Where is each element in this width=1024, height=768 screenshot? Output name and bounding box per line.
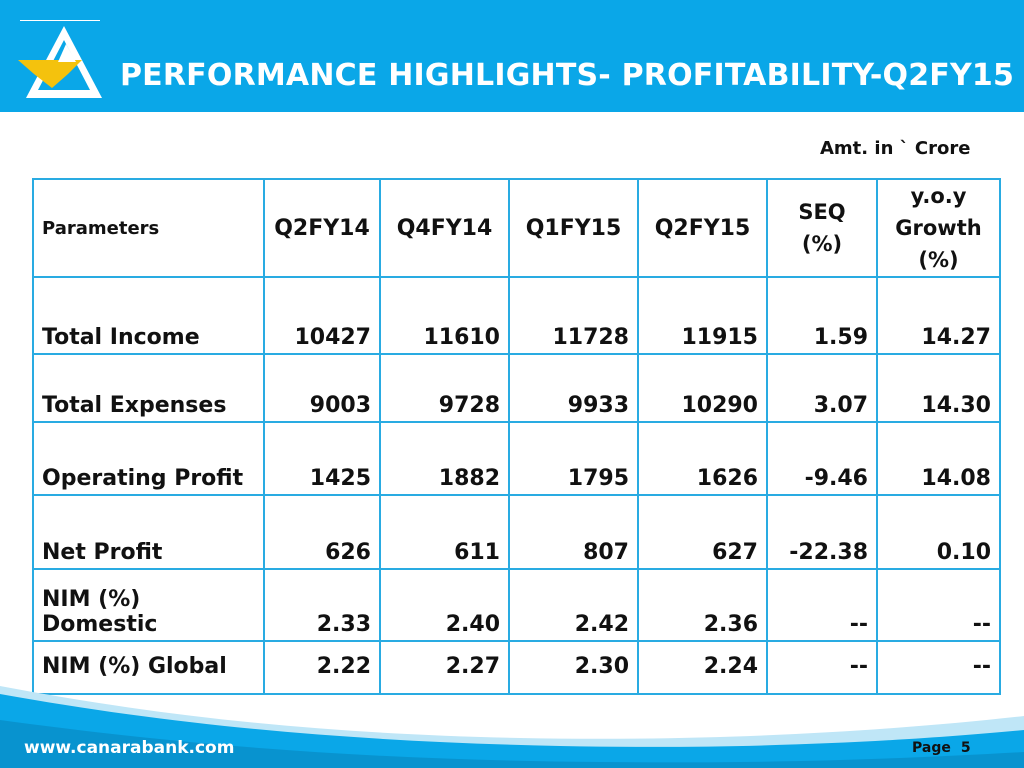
header-yoy-line2: Growth bbox=[895, 216, 982, 240]
footer-page-number: Page 5 bbox=[912, 740, 971, 756]
cell-yoy: 14.30 bbox=[876, 353, 1001, 423]
cell-q1fy15: 11728 bbox=[508, 276, 639, 355]
cell-parameter: Total Income bbox=[32, 276, 265, 355]
cell-q4fy14: 611 bbox=[379, 494, 510, 570]
cell-parameter: NIM (%) Domestic bbox=[32, 568, 265, 642]
cell-q2fy14: 1425 bbox=[263, 421, 381, 496]
cell-q2fy14: 2.22 bbox=[263, 640, 381, 695]
cell-seq: -9.46 bbox=[766, 421, 878, 496]
table-row: Operating Profit 1425 1882 1795 1626 -9.… bbox=[32, 421, 1001, 496]
cell-q1fy15: 807 bbox=[508, 494, 639, 570]
header-seq-line2: (%) bbox=[801, 232, 843, 256]
cell-q2fy15: 1626 bbox=[637, 421, 768, 496]
header-yoy-line3: (%) bbox=[918, 248, 959, 272]
page-title: PERFORMANCE HIGHLIGHTS- PROFITABILITY-Q2… bbox=[120, 58, 1015, 93]
footer-wave-decoration bbox=[0, 686, 1024, 768]
cell-parameter: Operating Profit bbox=[32, 421, 265, 496]
page-number: 5 bbox=[960, 740, 971, 756]
table-header-row: Parameters Q2FY14 Q4FY14 Q1FY15 Q2FY15 S… bbox=[32, 178, 1001, 278]
header-divider bbox=[20, 20, 100, 21]
canara-bank-logo-icon bbox=[18, 26, 102, 98]
cell-yoy: -- bbox=[876, 640, 1001, 695]
header-q1fy15: Q1FY15 bbox=[508, 178, 639, 278]
header-seq: SEQ (%) bbox=[766, 178, 878, 278]
table-row: Net Profit 626 611 807 627 -22.38 0.10 bbox=[32, 494, 1001, 570]
cell-yoy: 0.10 bbox=[876, 494, 1001, 570]
header-q2fy15: Q2FY15 bbox=[637, 178, 768, 278]
cell-seq: 1.59 bbox=[766, 276, 878, 355]
cell-q1fy15: 2.42 bbox=[508, 568, 639, 642]
cell-yoy: 14.08 bbox=[876, 421, 1001, 496]
cell-parameter: NIM (%) Global bbox=[32, 640, 265, 695]
table-row: NIM (%) Domestic 2.33 2.40 2.42 2.36 -- … bbox=[32, 568, 1001, 642]
cell-q4fy14: 9728 bbox=[379, 353, 510, 423]
cell-parameter: Net Profit bbox=[32, 494, 265, 570]
header-yoy-line1: y.o.y bbox=[910, 184, 967, 208]
cell-seq: 3.07 bbox=[766, 353, 878, 423]
cell-q2fy15: 10290 bbox=[637, 353, 768, 423]
cell-q2fy15: 2.36 bbox=[637, 568, 768, 642]
page-label: Page bbox=[912, 740, 951, 756]
cell-q2fy15: 2.24 bbox=[637, 640, 768, 695]
cell-q2fy14: 626 bbox=[263, 494, 381, 570]
table-row: NIM (%) Global 2.22 2.27 2.30 2.24 -- -- bbox=[32, 640, 1001, 695]
cell-parameter: Total Expenses bbox=[32, 353, 265, 423]
cell-q1fy15: 2.30 bbox=[508, 640, 639, 695]
cell-seq: -- bbox=[766, 568, 878, 642]
cell-q2fy14: 9003 bbox=[263, 353, 381, 423]
cell-yoy: 14.27 bbox=[876, 276, 1001, 355]
header-parameters: Parameters bbox=[32, 178, 265, 278]
cell-yoy: -- bbox=[876, 568, 1001, 642]
header-q2fy14: Q2FY14 bbox=[263, 178, 381, 278]
header-q4fy14: Q4FY14 bbox=[379, 178, 510, 278]
amount-unit-note: Amt. in ` Crore bbox=[820, 138, 971, 159]
table-row: Total Income 10427 11610 11728 11915 1.5… bbox=[32, 276, 1001, 355]
cell-seq: -- bbox=[766, 640, 878, 695]
cell-q2fy14: 2.33 bbox=[263, 568, 381, 642]
header-seq-line1: SEQ bbox=[798, 200, 846, 224]
header-yoy: y.o.y Growth (%) bbox=[876, 178, 1001, 278]
footer-website-link[interactable]: www.canarabank.com bbox=[24, 738, 235, 758]
cell-q2fy15: 11915 bbox=[637, 276, 768, 355]
cell-q4fy14: 1882 bbox=[379, 421, 510, 496]
cell-q2fy15: 627 bbox=[637, 494, 768, 570]
header-bar: PERFORMANCE HIGHLIGHTS- PROFITABILITY-Q2… bbox=[0, 0, 1024, 112]
cell-seq: -22.38 bbox=[766, 494, 878, 570]
cell-q1fy15: 1795 bbox=[508, 421, 639, 496]
profitability-table: Parameters Q2FY14 Q4FY14 Q1FY15 Q2FY15 S… bbox=[32, 178, 1001, 695]
cell-q2fy14: 10427 bbox=[263, 276, 381, 355]
table-row: Total Expenses 9003 9728 9933 10290 3.07… bbox=[32, 353, 1001, 423]
cell-q4fy14: 2.27 bbox=[379, 640, 510, 695]
cell-q1fy15: 9933 bbox=[508, 353, 639, 423]
cell-q4fy14: 2.40 bbox=[379, 568, 510, 642]
cell-q4fy14: 11610 bbox=[379, 276, 510, 355]
